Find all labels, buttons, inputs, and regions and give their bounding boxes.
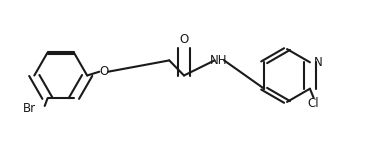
Text: O: O (99, 65, 108, 78)
Text: Cl: Cl (308, 97, 319, 110)
Text: Br: Br (22, 103, 36, 116)
Text: N: N (314, 56, 322, 69)
Text: NH: NH (210, 54, 228, 67)
Text: O: O (179, 33, 189, 46)
